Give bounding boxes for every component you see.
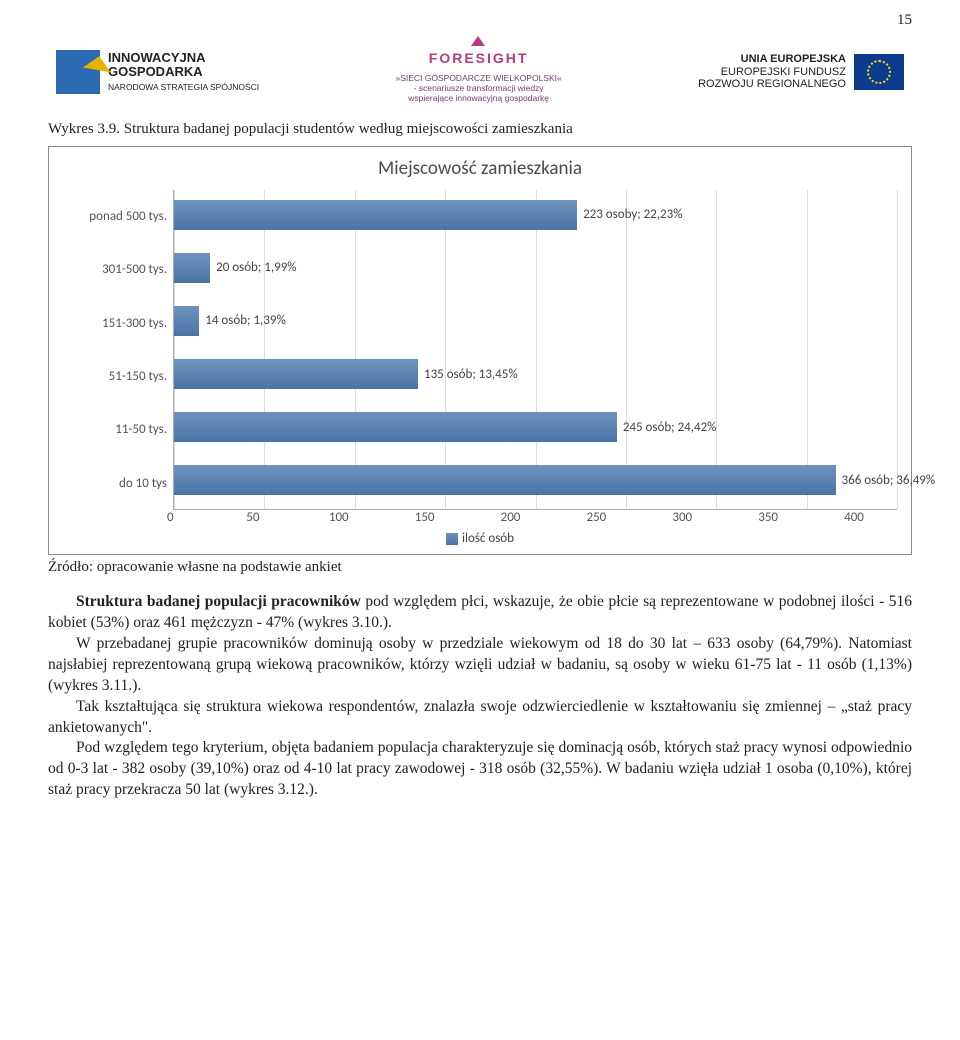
eu-line2: EUROPEJSKI FUNDUSZ (721, 66, 846, 78)
ig-square-icon (56, 50, 100, 94)
y-axis-category: ponad 500 tys. (63, 209, 167, 224)
x-axis-tick: 400 (811, 510, 897, 525)
p1-bold: Struktura badanej populacji pracowników (76, 593, 361, 610)
chart-x-axis: 050100150200250300350400 (173, 510, 897, 525)
eu-line1: UNIA EUROPEJSKA (741, 53, 846, 65)
chart-plot: 223 osoby; 22,23% 20 osób; 1,99% 14 osób; … (173, 190, 897, 510)
bar-row: 366 osób; 36,49% (174, 465, 935, 495)
page-number: 15 (48, 12, 912, 29)
ig-text: INNOWACYJNA GOSPODARKA NARODOWA STRATEGI… (108, 51, 259, 93)
x-axis-tick: 300 (639, 510, 725, 525)
bar (174, 412, 617, 442)
bar-data-label: 366 osób; 36,49% (842, 473, 936, 488)
foresight-sub2: - scenariusze transformacji wiedzy (414, 83, 544, 93)
chart-container: Miejscowość zamieszkania ponad 500 tys. 3… (48, 146, 912, 555)
legend-swatch-icon (446, 533, 458, 545)
chart-title: Miejscowość zamieszkania (63, 157, 897, 180)
logo-eu: UNIA EUROPEJSKA EUROPEJSKI FUNDUSZ ROZWO… (698, 53, 904, 91)
x-axis-tick: 50 (210, 510, 296, 525)
ig-line1: INNOWACYJNA (108, 50, 206, 65)
paragraph-1: Struktura badanej populacji pracowników … (48, 592, 912, 634)
x-axis-tick: 350 (725, 510, 811, 525)
bar (174, 306, 199, 336)
y-axis-category: 301-500 tys. (63, 262, 167, 277)
chart-y-labels: ponad 500 tys. 301-500 tys. 151-300 tys. 51… (63, 190, 173, 510)
foresight-sub: »SIECI GOSPODARCZE WIELKOPOLSKI« - scena… (395, 74, 561, 103)
chart-plot-area: ponad 500 tys. 301-500 tys. 151-300 tys. 51… (63, 190, 897, 510)
bar (174, 253, 210, 283)
bar-row: 245 osób; 24,42% (174, 412, 716, 442)
eu-line3: ROZWOJU REGIONALNEGO (698, 78, 846, 90)
body-text: Struktura badanej populacji pracowników … (48, 592, 912, 801)
bar-row: 135 osób; 13,45% (174, 359, 518, 389)
foresight-sub1: »SIECI GOSPODARCZE WIELKOPOLSKI« (395, 73, 561, 83)
y-axis-category: 151-300 tys. (63, 316, 167, 331)
bar-data-label: 245 osób; 24,42% (623, 420, 717, 435)
header-logos: INNOWACYJNA GOSPODARKA NARODOWA STRATEGI… (48, 37, 912, 107)
eu-text: UNIA EUROPEJSKA EUROPEJSKI FUNDUSZ ROZWO… (698, 53, 846, 91)
bar (174, 465, 836, 495)
x-axis-tick: 150 (382, 510, 468, 525)
ig-line2: GOSPODARKA (108, 64, 203, 79)
source-line: Źródło: opracowanie własne na podstawie … (48, 559, 912, 576)
x-axis-tick: 250 (553, 510, 639, 525)
x-axis-tick: 0 (167, 510, 210, 525)
chart-legend: ilość osób (63, 525, 897, 546)
y-axis-category: 11-50 tys. (63, 422, 167, 437)
bar-row: 20 osób; 1,99% (174, 253, 297, 283)
x-axis-tick: 200 (468, 510, 554, 525)
y-axis-category: do 10 tys (63, 476, 167, 491)
eu-flag-icon (854, 54, 904, 90)
foresight-sub3: wspierające innowacyjną gospodarkę (408, 93, 549, 103)
paragraph-2: W przebadanej grupie pracowników dominuj… (48, 634, 912, 697)
paragraph-3: Tak kształtująca się struktura wiekowa r… (48, 697, 912, 739)
logo-innowacyjna: INNOWACYJNA GOSPODARKA NARODOWA STRATEGI… (56, 50, 259, 94)
figure-caption: Wykres 3.9. Struktura badanej populacji … (48, 121, 912, 138)
bar-data-label: 223 osoby; 22,23% (583, 207, 682, 222)
bar (174, 359, 418, 389)
x-axis-tick: 100 (296, 510, 382, 525)
legend-label: ilość osób (462, 531, 514, 546)
bar (174, 200, 577, 230)
ig-line3: NARODOWA STRATEGIA SPÓJNOŚCI (108, 82, 259, 92)
bar-data-label: 20 osób; 1,99% (216, 260, 296, 275)
bar-row: 14 osób; 1,39% (174, 306, 286, 336)
bar-data-label: 14 osób; 1,39% (205, 313, 285, 328)
logo-foresight: FORESIGHT »SIECI GOSPODARCZE WIELKOPOLSK… (395, 40, 561, 103)
y-axis-category: 51-150 tys. (63, 369, 167, 384)
bar-data-label: 135 osób; 13,45% (424, 367, 518, 382)
paragraph-4: Pod względem tego kryterium, objęta bada… (48, 738, 912, 801)
foresight-brand: FORESIGHT (429, 40, 529, 66)
bar-row: 223 osoby; 22,23% (174, 200, 683, 230)
